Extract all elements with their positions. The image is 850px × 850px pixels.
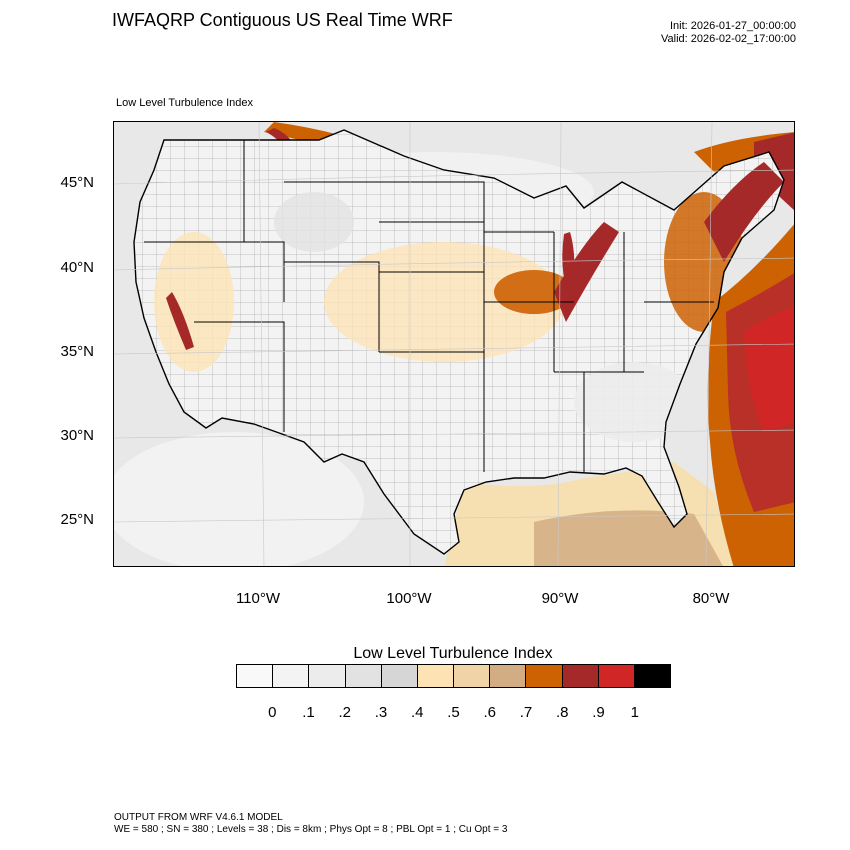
land-shading (134, 130, 784, 554)
colorbar-label: 1 (630, 704, 639, 721)
colorbar-label: .1 (302, 704, 315, 721)
turbulence-map (114, 122, 794, 566)
lat-label-30: 30°N (60, 427, 94, 444)
colorbar-swatch-9 (562, 665, 599, 687)
colorbar-label: .2 (338, 704, 351, 721)
lat-label-45: 45°N (60, 174, 94, 191)
colorbar-swatch-1 (273, 665, 310, 687)
colorbar-label: .9 (592, 704, 605, 721)
colorbar-label: 0 (268, 704, 277, 721)
colorbar (236, 664, 671, 688)
atlantic-red (744, 307, 794, 432)
colorbar-swatch-3 (345, 665, 382, 687)
map-panel (113, 121, 795, 567)
colorbar-swatch-6 (454, 665, 491, 687)
colorbar-label: .8 (555, 704, 569, 721)
run-times: Init: 2026-01-27_00:00:00 Valid: 2026-02… (661, 20, 796, 46)
colorbar-title: Low Level Turbulence Index (353, 645, 553, 662)
colorbar-swatch-7 (490, 665, 527, 687)
init-time: Init: 2026-01-27_00:00:00 (670, 20, 796, 32)
model-settings: WE = 580 ; SN = 380 ; Levels = 38 ; Dis … (114, 824, 508, 835)
colorbar-swatch-5 (417, 665, 455, 687)
colorbar-swatch-8 (526, 665, 563, 687)
colorbar-swatch-2 (309, 665, 346, 687)
colorbar-label: .4 (410, 704, 424, 721)
valid-time: Valid: 2026-02-02_17:00:00 (661, 33, 796, 45)
field-subtitle: Low Level Turbulence Index (116, 97, 253, 109)
colorbar-label: .5 (447, 704, 460, 721)
lon-label-110: 110°W (235, 590, 281, 607)
colorbar-swatch-0 (237, 665, 274, 687)
state-borders (133, 129, 785, 555)
lon-label-100: 100°W (386, 590, 432, 607)
lon-label-80: 80°W (692, 590, 730, 607)
colorbar-label: .6 (483, 704, 496, 721)
colorbar-label: .7 (519, 704, 533, 721)
lat-label-40: 40°N (60, 259, 94, 276)
gulf-tan (534, 510, 723, 566)
model-info: OUTPUT FROM WRF V4.6.1 MODEL WE = 580 ; … (114, 812, 507, 836)
colorbar-swatch-11 (634, 665, 671, 687)
colorbar-label: .3 (374, 704, 388, 721)
lat-label-35: 35°N (60, 343, 94, 360)
colorbar-swatch-4 (381, 665, 418, 687)
lighter-ocean-area (114, 432, 364, 566)
model-version: OUTPUT FROM WRF V4.6.1 MODEL (114, 812, 283, 823)
colorbar-swatch-10 (598, 665, 635, 687)
lon-label-90: 90°W (541, 590, 579, 607)
map-title: IWFAQRP Contiguous US Real Time WRF (112, 10, 453, 30)
lat-label-25: 25°N (60, 511, 94, 528)
